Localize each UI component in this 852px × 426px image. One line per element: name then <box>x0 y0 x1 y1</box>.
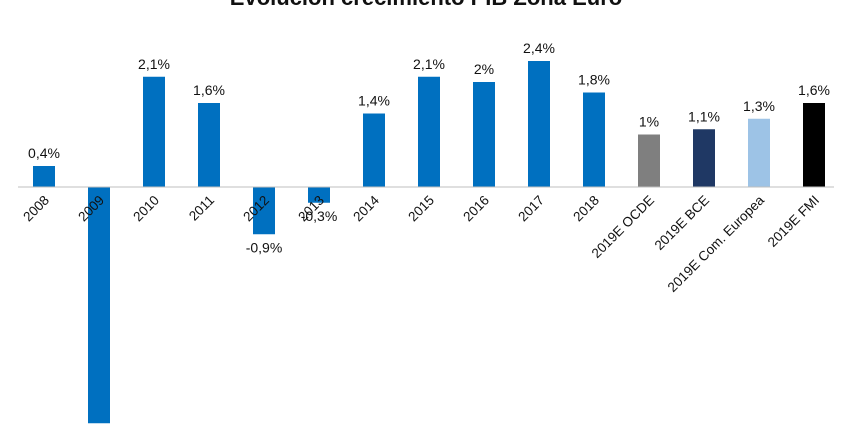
bar-2019e-ocde <box>638 134 660 187</box>
bar-2013 <box>308 187 330 203</box>
chart-title: Evolución crecimiento PIB Zona Euro <box>230 0 622 10</box>
data-label-2019e-com-europea: 1,3% <box>743 98 775 114</box>
bars-group <box>33 61 825 424</box>
bar-2019e-bce <box>693 129 715 187</box>
x-tick-2019e-com-europea: 2019E Com. Europea <box>665 192 768 295</box>
x-tick-2019e-bce: 2019E BCE <box>652 193 712 253</box>
x-tick-2010: 2010 <box>130 193 162 225</box>
x-tick-2014: 2014 <box>350 192 382 224</box>
data-label-2008: 0,4% <box>28 145 60 161</box>
data-label-2012: -0,9% <box>246 239 283 255</box>
bar-2017 <box>528 61 550 187</box>
data-label-2010: 2,1% <box>138 56 170 72</box>
data-label-2015: 2,1% <box>413 56 445 72</box>
bar-2019e-com-europea <box>748 118 770 187</box>
bar-2015 <box>418 76 440 187</box>
data-label-2019e-bce: 1,1% <box>688 108 720 124</box>
x-tick-2016: 2016 <box>460 193 492 225</box>
data-label-2011: 1,6% <box>193 82 225 98</box>
data-label-2013: -0,3% <box>301 208 338 224</box>
bar-2011 <box>198 103 220 187</box>
data-labels-group: 0,4% 2,1% 1,6% -0,9% -0,3% 1,4% 2,1% 2% 2,4% 1,8%… <box>28 40 830 255</box>
bar-2016 <box>473 82 495 187</box>
x-tick-2017: 2017 <box>515 193 547 225</box>
x-tick-labels-group: 2008 2009 2010 2011 2012 2013 2014 2015 2016 2017… <box>20 192 822 295</box>
bar-2009 <box>88 187 110 424</box>
bar-2018 <box>583 92 605 187</box>
data-label-2018: 1,8% <box>578 72 610 88</box>
data-label-2016: 2% <box>474 61 494 77</box>
data-label-2017: 2,4% <box>523 40 555 56</box>
data-label-2014: 1,4% <box>358 93 390 109</box>
bar-2010 <box>143 76 165 187</box>
x-tick-2018: 2018 <box>570 193 602 225</box>
x-tick-2015: 2015 <box>405 193 437 225</box>
bar-2019e-fmi <box>803 103 825 187</box>
bar-2014 <box>363 113 385 187</box>
x-tick-2019e-fmi: 2019E FMI <box>765 193 822 250</box>
data-label-2019e-fmi: 1,6% <box>798 82 830 98</box>
bar-2008 <box>33 166 55 187</box>
bar-2012 <box>253 187 275 235</box>
x-tick-2008: 2008 <box>20 193 52 225</box>
x-tick-2011: 2011 <box>186 193 217 224</box>
data-label-2019e-ocde: 1% <box>639 114 659 130</box>
